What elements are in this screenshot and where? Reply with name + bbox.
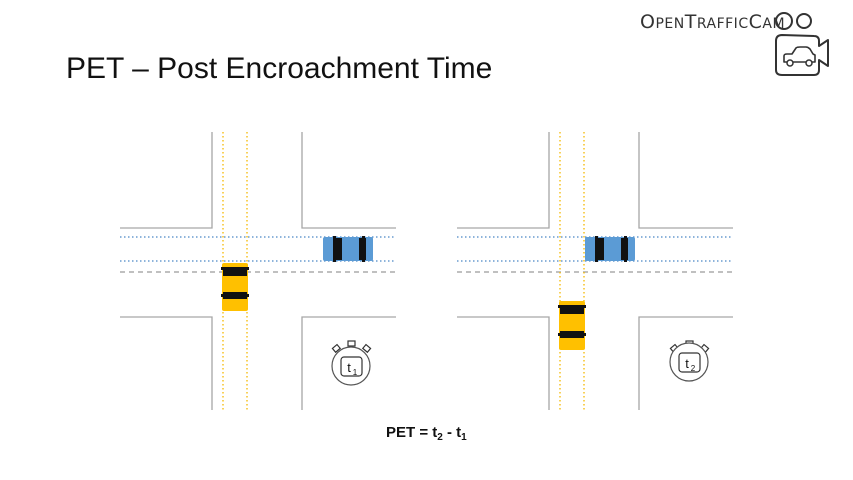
timer-subscript: 1 xyxy=(353,368,358,377)
stopwatch-icon: t 1 xyxy=(331,340,372,386)
stopwatch-icon: t 2 xyxy=(669,340,710,382)
logo-text-part: RAFFIC xyxy=(696,16,749,32)
timer-subscript: 2 xyxy=(691,364,696,373)
logo-text-part: O xyxy=(640,11,656,33)
blue-car xyxy=(323,236,373,262)
formula-sub-a: 2 xyxy=(437,432,443,443)
formula-middle: - t xyxy=(442,424,462,441)
yellow-car xyxy=(221,263,249,311)
slide-title: PET – Post Encroachment Time xyxy=(66,52,493,85)
road-edges xyxy=(457,132,733,410)
camera-car-icon xyxy=(775,12,829,76)
formula-sub-b: 1 xyxy=(461,432,467,443)
intersection-scene-2: t 2 xyxy=(457,132,733,410)
yellow-crosswalk xyxy=(559,132,585,410)
logo-text-part: T xyxy=(684,11,697,33)
blue-car xyxy=(585,236,635,262)
road-edges xyxy=(120,132,396,410)
logo-text-part: PEN xyxy=(655,16,685,32)
intersection-scene-1: t 1 xyxy=(120,132,396,410)
timer-label: t xyxy=(685,356,689,371)
pet-formula: PET = t2 - t1 xyxy=(386,424,467,443)
yellow-car xyxy=(558,301,586,350)
formula-prefix: PET = t xyxy=(386,424,438,441)
timer-label: t xyxy=(347,360,351,375)
logo-text: OPENTRAFFICCAM xyxy=(640,11,785,33)
logo-text-part: C xyxy=(748,11,763,33)
